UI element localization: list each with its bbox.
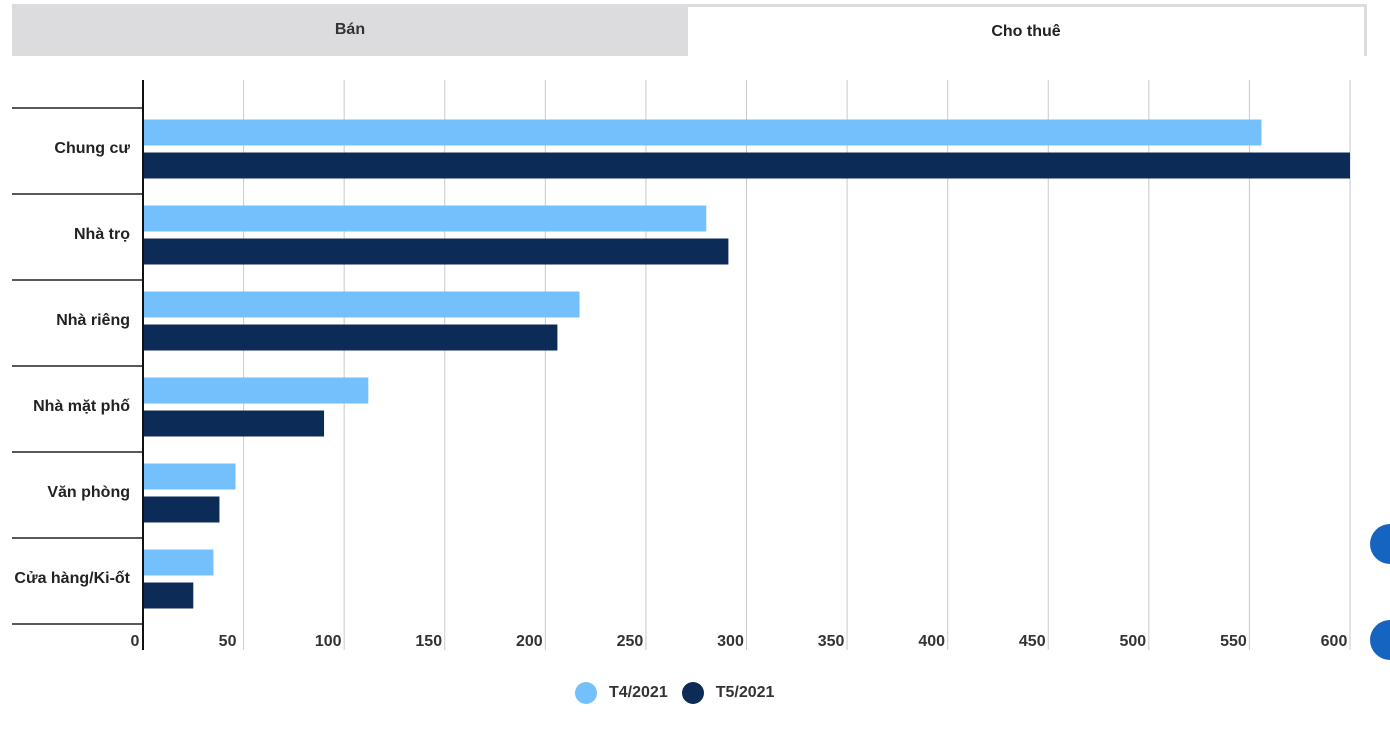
x-tick-label: 50	[219, 633, 237, 650]
x-tick-label: 550	[1220, 633, 1247, 650]
bar-t5	[143, 152, 1350, 179]
bar-t4	[143, 549, 214, 576]
bar-t5	[143, 324, 558, 351]
x-tick-label: 150	[415, 633, 442, 650]
bar-t5	[143, 582, 194, 609]
legend-swatch-t4	[575, 682, 597, 704]
x-tick-label: 200	[516, 633, 543, 650]
bar-chart: Chung cư Nhà trọ Nhà riêng Nhà mặt phố Văn p…	[12, 80, 1351, 650]
x-tick-label: 600	[1321, 633, 1348, 650]
floating-action-button[interactable]	[1370, 524, 1390, 564]
category-label: Nhà mặt phố	[33, 398, 130, 415]
x-tick-label: 400	[918, 633, 945, 650]
category-label: Nhà riêng	[56, 312, 130, 329]
bar-t5	[143, 496, 220, 523]
bar-t4	[143, 377, 369, 404]
floating-action-button-2[interactable]	[1370, 620, 1390, 660]
legend-swatch-t5	[681, 682, 704, 704]
bar-t5	[143, 238, 729, 265]
bar-t4	[143, 205, 707, 232]
x-tick-label: 250	[617, 633, 644, 650]
tab-ban[interactable]: Bán	[12, 4, 688, 56]
category-label: Nhà trọ	[74, 226, 130, 243]
bar-t4	[143, 291, 580, 318]
category-label: Cửa hàng/Ki-ốt	[14, 570, 130, 587]
bar-t4	[143, 463, 236, 490]
tab-bar: Bán Cho thuê	[12, 4, 1367, 56]
x-tick-label: 0	[131, 633, 140, 650]
x-tick-label: 450	[1019, 633, 1046, 650]
category-label: Chung cư	[54, 140, 130, 157]
legend-item-t4[interactable]: T4/2021	[575, 682, 668, 704]
legend-item-t5[interactable]: T5/2021	[681, 682, 775, 704]
category-label: Văn phòng	[47, 484, 130, 501]
bar-t4	[143, 119, 1262, 146]
bar-t5	[143, 410, 325, 437]
chart-legend: T4/2021 T5/2021	[575, 682, 774, 704]
x-tick-label: 100	[315, 633, 342, 650]
x-tick-label: 300	[717, 633, 744, 650]
x-tick-label: 350	[818, 633, 845, 650]
legend-label-t5: T5/2021	[715, 684, 775, 701]
legend-label-t4: T4/2021	[609, 684, 668, 701]
x-tick-label: 500	[1119, 633, 1146, 650]
tab-cho-thue[interactable]: Cho thuê	[688, 4, 1367, 56]
